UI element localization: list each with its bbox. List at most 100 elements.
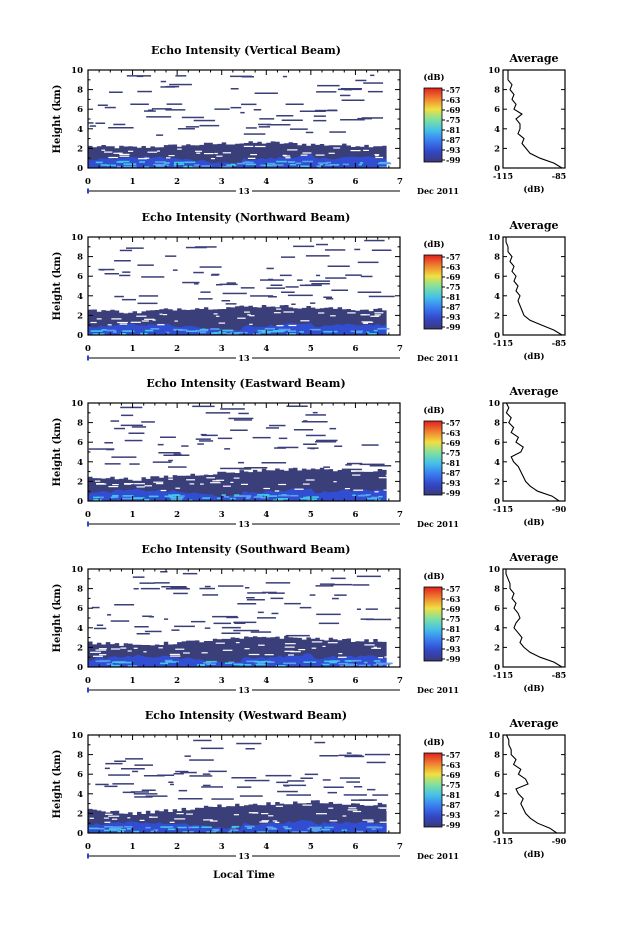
echo-speckle [206,663,216,665]
echo-gap [233,477,240,479]
echo-dash [305,131,314,134]
echo-gap [294,488,304,490]
echo-speckle [321,663,330,666]
echo-dash [202,773,211,775]
echo-dash [124,439,143,442]
echo-dash [201,434,218,437]
echo-speckle [278,328,291,331]
echo-dash [131,426,147,428]
echo-speckle [239,495,252,497]
echo-gap [90,651,101,653]
echo-gap [337,656,347,658]
colorbar-tick-label: -57 [446,750,460,760]
echo-gap [284,643,296,645]
echo-gap [290,651,301,653]
echo-dash [268,592,285,594]
echo-dash [299,284,322,287]
colorbar-tick-label: -69 [446,770,461,780]
echo-speckle [275,665,286,667]
echo-gap [263,487,270,490]
echo-dash [125,758,143,760]
echo-speckle [168,494,181,496]
y-tick-label: 10 [71,565,83,575]
echo-dash [341,468,362,471]
echo-dash [230,75,252,78]
echo-dash [140,587,160,590]
echo-dash [269,424,286,427]
echo-speckle [253,333,261,335]
echo-speckle [276,160,287,163]
echo-gap [117,321,128,324]
profile-title: Average [508,385,558,398]
echo-dash [283,784,307,787]
colorbar-tick-label: -69 [446,272,461,282]
echo-gap [203,819,213,821]
echo-speckle [339,665,347,667]
profile-title: Average [508,717,558,730]
echo-dash [324,249,346,251]
echo-speckle [164,495,173,498]
echo-dash [189,759,214,761]
echo-speckle [257,494,270,496]
echo-speckle [92,333,105,335]
y-tick-label: 6 [77,770,83,780]
echo-dash [121,768,145,770]
echo-dash [346,752,352,754]
echo-dash [132,770,139,773]
echo-dash [234,622,246,624]
y-tick-label: 0 [77,164,83,174]
x-tick-label: 5 [308,842,314,852]
echo-dash [303,420,308,422]
profile-y-tick-label: 4 [494,790,500,800]
x-tick-label: 3 [219,177,225,187]
x-tick-label: 7 [397,510,403,520]
y-tick-label: 8 [77,86,83,96]
echo-gap [169,821,175,823]
echo-speckle [257,831,269,833]
echo-speckle [228,831,235,833]
echo-gap [362,819,374,821]
profile-y-tick-label: 0 [494,497,500,507]
echo-gap [108,156,118,159]
echo-gap [133,647,138,649]
echo-speckle [145,329,154,332]
profile-x-tick-label: -115 [493,504,513,514]
echo-speckle [311,829,321,832]
echo-speckle [319,164,323,166]
echo-dash [182,281,200,284]
echo-dash [201,786,223,788]
echo-dash [160,571,168,573]
echo-dash [97,104,108,106]
echo-gap [144,485,152,487]
echo-speckle [246,497,250,500]
echo-dash [286,405,308,407]
colorbar-unit: (dB) [423,737,444,748]
echo-dash [252,436,271,439]
x-tick-label: 1 [130,177,136,187]
echo-gap [363,149,369,151]
echo-gap [311,641,323,643]
echo-gap [144,318,155,320]
echo-dash [297,279,303,281]
echo-dash [98,268,115,271]
profile-y-tick-label: 8 [494,253,500,263]
echo-speckle [143,498,150,501]
echo-dash [357,117,372,120]
echo-dash [230,106,242,109]
x-tick-label: 2 [174,177,180,187]
echo-gap [300,154,308,156]
x-tick-label: 1 [130,676,136,686]
echo-dash [340,94,351,97]
echo-dash [91,606,100,609]
echo-speckle [366,497,379,500]
echo-gap [230,481,234,483]
echo-gap [347,312,356,314]
profile-y-tick-label: 0 [494,663,500,673]
echo-speckle [122,495,134,497]
echo-dash [356,575,381,578]
echo-dash [134,796,153,798]
echo-gap [283,155,291,157]
profile-y-tick-label: 2 [494,809,500,819]
profile-line [505,237,563,336]
echo-speckle [116,165,122,168]
